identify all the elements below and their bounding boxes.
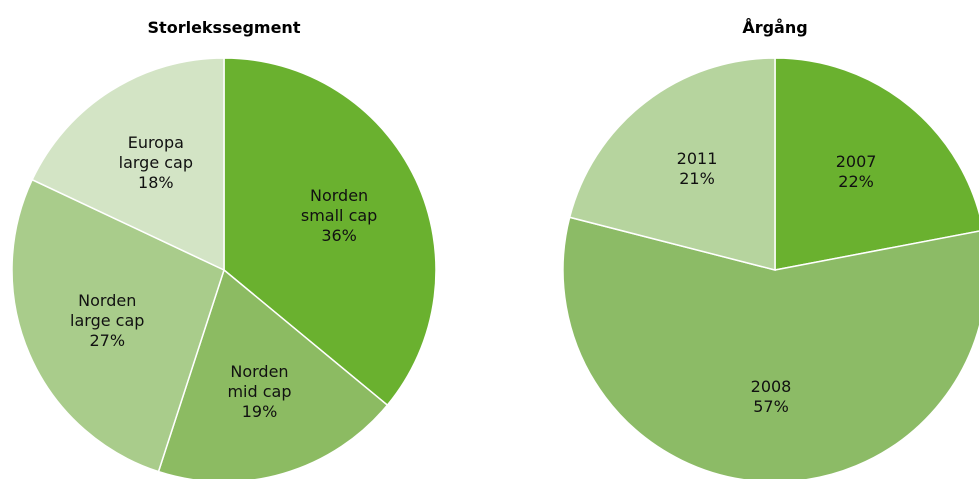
category-label: Norden mid cap [227, 362, 292, 402]
value-label: 21% [679, 169, 715, 189]
slice-label: 2011 21% [655, 149, 739, 189]
slice-label: Norden small cap 36% [297, 186, 381, 246]
pie-slice [562, 216, 979, 479]
value-label: 18% [138, 172, 174, 192]
value-label: 27% [89, 330, 126, 350]
category-label: Norden small cap [300, 185, 378, 225]
slice-label: 2007 22% [814, 152, 898, 192]
chart-title: Årgång [742, 18, 808, 37]
pie-slice [31, 57, 225, 272]
slice-label: 2008 57% [729, 377, 813, 417]
pie-slice [568, 57, 776, 271]
pie-slice [11, 178, 225, 473]
category-label: 2011 [676, 149, 718, 169]
slice-label: Norden large cap 27% [65, 291, 149, 351]
category-label: Europa large cap [118, 132, 194, 172]
category-label: Norden large cap [70, 290, 145, 330]
value-label: 19% [241, 402, 278, 422]
value-label: 36% [321, 225, 357, 245]
value-label: 57% [753, 397, 789, 417]
slice-label: Norden mid cap 19% [217, 362, 301, 422]
value-label: 22% [838, 171, 874, 191]
category-label: 2008 [750, 377, 792, 397]
category-label: 2007 [835, 151, 877, 171]
chart-title: Storlekssegment [147, 18, 301, 37]
pie-slice [157, 268, 389, 479]
pie-slice [223, 57, 437, 407]
pie-slice [774, 57, 979, 271]
slice-label: Europa large cap 18% [114, 133, 198, 193]
